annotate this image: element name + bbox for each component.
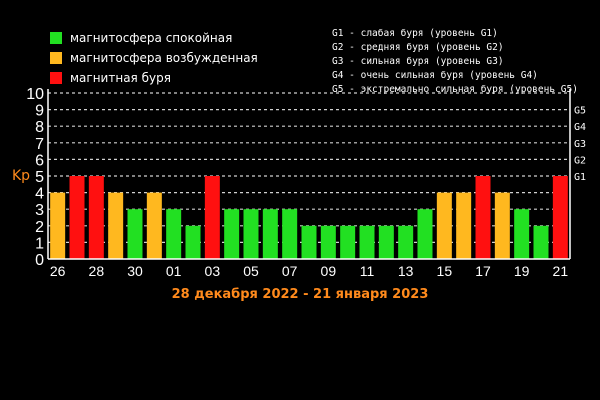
kp-bar: [359, 225, 375, 259]
legend-swatch-excited: [50, 52, 62, 64]
x-tick-label: 09: [321, 263, 337, 279]
kp-bar: [417, 209, 433, 259]
date-range-label: 28 декабря 2022 - 21 января 2023: [171, 287, 429, 302]
y-tick-label: 9: [35, 103, 44, 120]
right-tick-label: G2: [574, 155, 586, 166]
x-tick-label: 28: [89, 263, 105, 279]
kp-bar: [301, 225, 317, 259]
x-tick-label: 21: [553, 263, 569, 279]
legend-label-excited: магнитосфера возбужденная: [70, 51, 258, 65]
kp-bar: [398, 225, 414, 259]
y-tick-label: 10: [26, 86, 44, 103]
kp-bar: [533, 225, 549, 259]
kp-bar: [340, 225, 356, 259]
x-tick-label: 15: [437, 263, 453, 279]
kp-bar: [282, 209, 298, 259]
legend-item-calm: магнитосфера спокойная: [50, 28, 258, 48]
g-level-legend: G1 - слабая буря (уровень G1) G2 - средн…: [332, 27, 578, 97]
x-tick-label: 11: [360, 263, 375, 279]
kp-bar: [475, 176, 491, 259]
y-tick-label: 6: [35, 152, 44, 169]
legend-swatch-storm: [50, 72, 62, 84]
kp-bar: [456, 192, 472, 259]
kp-bar: [166, 209, 182, 259]
x-tick-label: 05: [243, 263, 259, 279]
g-level-2: G2 - средняя буря (уровень G2): [332, 42, 504, 53]
kp-bar: [320, 225, 336, 259]
y-tick-label: 5: [35, 169, 44, 186]
x-tick-label: 07: [282, 263, 298, 279]
x-tick-label: 01: [166, 263, 182, 279]
kp-bar: [243, 209, 259, 259]
legend-item-excited: магнитосфера возбужденная: [50, 48, 258, 68]
kp-bar: [514, 209, 530, 259]
kp-bar: [494, 192, 510, 259]
legend-label-storm: магнитная буря: [70, 71, 171, 85]
kp-bar: [224, 209, 240, 259]
kp-bar: [436, 192, 452, 259]
legend: магнитосфера спокойная магнитосфера возб…: [50, 28, 258, 88]
kp-bar: [50, 192, 66, 259]
x-tick-label: 26: [50, 263, 66, 279]
y-tick-label: 2: [35, 219, 44, 236]
legend-swatch-calm: [50, 32, 62, 44]
kp-bar: [262, 209, 278, 259]
x-tick-label: 13: [398, 263, 414, 279]
kp-bar: [552, 176, 568, 259]
g-level-1: G1 - слабая буря (уровень G1): [332, 28, 498, 39]
y-tick-label: 0: [35, 252, 44, 269]
y-tick-label: 7: [35, 136, 44, 153]
legend-item-storm: магнитная буря: [50, 68, 258, 88]
kp-bar: [185, 225, 201, 259]
right-tick-label: G4: [574, 122, 586, 133]
y-tick-label: 3: [35, 202, 44, 219]
right-tick-label: G3: [574, 139, 586, 150]
x-tick-label: 30: [127, 263, 143, 279]
y-axis-label: Kp: [12, 168, 31, 184]
g-level-5: G5 - экстремально сильная буря (уровень …: [332, 84, 578, 95]
x-tick-label: 17: [475, 263, 491, 279]
right-tick-label: G1: [574, 172, 586, 183]
g-level-3: G3 - сильная буря (уровень G3): [332, 56, 504, 67]
y-tick-label: 4: [35, 186, 44, 203]
kp-bar: [378, 225, 394, 259]
g-level-4: G4 - очень сильная буря (уровень G4): [332, 70, 538, 81]
kp-bar: [127, 209, 143, 259]
kp-bar: [88, 176, 104, 259]
y-tick-label: 1: [35, 235, 44, 252]
right-tick-label: G5: [574, 106, 586, 117]
legend-label-calm: магнитосфера спокойная: [70, 31, 233, 45]
x-tick-label: 03: [205, 263, 221, 279]
x-tick-label: 19: [514, 263, 530, 279]
kp-bar: [204, 176, 220, 259]
y-tick-label: 8: [35, 119, 44, 136]
kp-bar: [69, 176, 85, 259]
kp-bar: [146, 192, 162, 259]
kp-bar: [108, 192, 124, 259]
